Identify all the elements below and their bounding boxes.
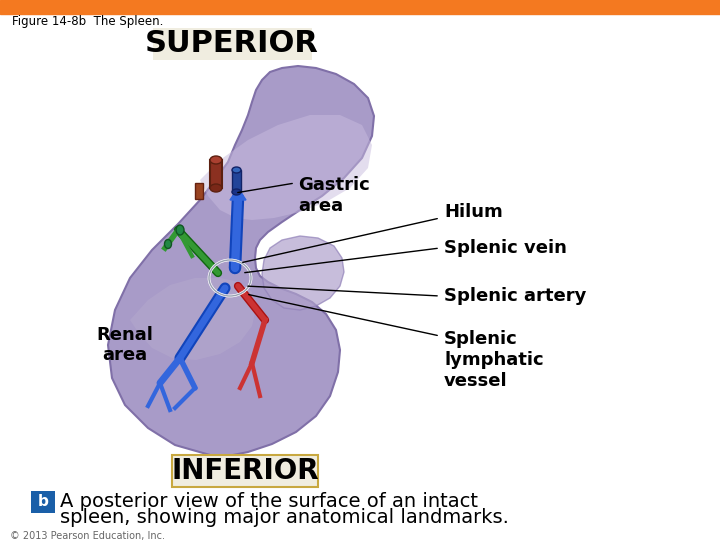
Ellipse shape: [232, 189, 241, 195]
Polygon shape: [130, 278, 256, 360]
FancyBboxPatch shape: [31, 491, 55, 513]
Text: INFERIOR: INFERIOR: [171, 457, 319, 485]
Bar: [210, 160, 222, 188]
Polygon shape: [230, 188, 246, 200]
FancyBboxPatch shape: [153, 28, 312, 60]
Text: Splenic vein: Splenic vein: [444, 239, 567, 257]
Text: Gastric
area: Gastric area: [298, 176, 370, 215]
Text: Hilum: Hilum: [444, 203, 503, 221]
Text: A posterior view of the surface of an intact: A posterior view of the surface of an in…: [60, 492, 478, 511]
Text: spleen, showing major anatomical landmarks.: spleen, showing major anatomical landmar…: [60, 508, 509, 527]
Ellipse shape: [176, 225, 184, 235]
Ellipse shape: [210, 184, 222, 192]
Ellipse shape: [164, 240, 171, 248]
FancyBboxPatch shape: [172, 455, 318, 487]
Text: Splenic artery: Splenic artery: [444, 287, 586, 305]
Text: Renal
area: Renal area: [96, 326, 153, 365]
Polygon shape: [262, 236, 344, 310]
Bar: [195, 183, 203, 199]
Bar: [0, 0, 720, 14]
Ellipse shape: [232, 167, 241, 173]
Bar: [232, 170, 241, 192]
Text: Figure 14-8b  The Spleen.: Figure 14-8b The Spleen.: [12, 16, 163, 29]
Text: Splenic
lymphatic
vessel: Splenic lymphatic vessel: [444, 330, 544, 389]
Polygon shape: [108, 66, 374, 456]
Text: b: b: [37, 495, 48, 510]
Text: SUPERIOR: SUPERIOR: [145, 30, 319, 58]
Ellipse shape: [210, 156, 222, 164]
Text: © 2013 Pearson Education, Inc.: © 2013 Pearson Education, Inc.: [10, 531, 165, 540]
Polygon shape: [200, 115, 372, 220]
